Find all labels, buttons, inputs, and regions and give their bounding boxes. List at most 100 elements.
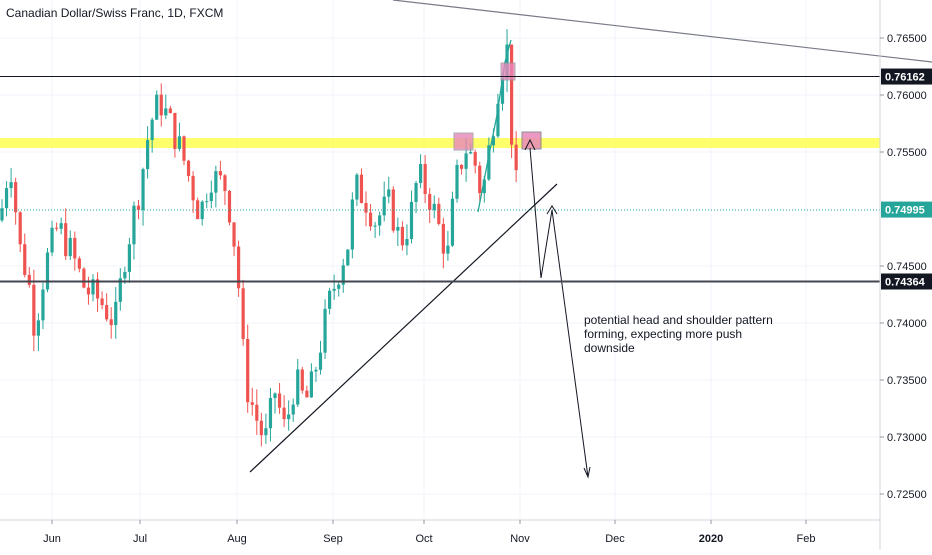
candle: [173, 112, 177, 158]
candle: [205, 193, 209, 209]
drawings: [0, 0, 932, 479]
price-tick-label: 0.74000: [887, 318, 927, 330]
candle: [259, 412, 263, 447]
candle-body: [150, 119, 154, 141]
candle: [487, 137, 491, 181]
candle: [405, 224, 409, 256]
candle: [241, 279, 245, 346]
annotation-line-3: downside: [584, 341, 635, 355]
candle: [9, 168, 13, 198]
candle-body: [455, 164, 459, 199]
candle: [214, 165, 218, 208]
candle-body: [23, 244, 27, 275]
candle-body: [141, 169, 145, 210]
candle-body: [241, 288, 245, 339]
candle-body: [441, 223, 445, 254]
candle: [68, 230, 72, 260]
candle-body: [514, 144, 518, 171]
candle: [291, 398, 295, 422]
candle-body: [396, 226, 400, 231]
candle: [127, 237, 131, 283]
price-axis[interactable]: 0.76500 0.76000 0.75500 0.74500 0.74000 0.735…: [879, 0, 932, 550]
candle-body: [218, 171, 222, 176]
price-label-text: 0.74364: [885, 277, 926, 289]
candle: [373, 221, 377, 239]
horizontal-lines: [0, 76, 880, 283]
candle-body: [378, 215, 382, 226]
candle-body: [27, 274, 31, 285]
price-label-badge: [881, 201, 932, 218]
price-tick-label: 0.73500: [887, 375, 927, 387]
time-axis[interactable]: Jun Jul Aug Sep Oct Nov Dec 2020 Feb: [0, 519, 880, 545]
price-label-text: 0.76162: [885, 72, 925, 84]
price-tick-label: 0.76500: [887, 33, 927, 45]
candle: [164, 94, 168, 120]
candle: [36, 313, 40, 351]
candle: [32, 269, 36, 352]
candle-body: [136, 205, 141, 210]
candle-body: [14, 182, 18, 213]
candle: [59, 217, 63, 235]
candle: [428, 187, 432, 224]
price-label-badge: [881, 68, 932, 85]
candle-body: [487, 145, 491, 180]
candle: [105, 293, 109, 322]
candle-body: [36, 320, 40, 336]
candle: [282, 395, 286, 428]
candle-body: [95, 279, 100, 299]
head-marker: [500, 62, 516, 81]
resistance-zone: [0, 138, 880, 148]
candle: [478, 161, 482, 202]
candle-body: [214, 171, 218, 193]
candle: [300, 366, 304, 394]
symbol-title[interactable]: Canadian Dollar/Swiss Franc, 1D, FXCM: [6, 6, 224, 20]
candle: [332, 274, 336, 300]
candle: [341, 258, 345, 293]
candle: [155, 90, 159, 121]
candle-body: [469, 152, 473, 154]
candle-body: [277, 393, 282, 408]
candle: [150, 117, 154, 153]
candle-body: [359, 174, 364, 204]
candle: [273, 392, 277, 414]
candle: [64, 208, 68, 260]
candle-body: [414, 182, 418, 202]
annotation-line-2: forming, expecting more push: [584, 327, 742, 341]
candle: [159, 83, 163, 127]
candle-body: [105, 305, 109, 320]
candle: [378, 211, 382, 236]
candle-body: [205, 201, 209, 203]
candle-body: [73, 237, 77, 259]
candle-body: [246, 338, 250, 403]
candle: [196, 197, 200, 220]
candle: [328, 287, 332, 315]
candle-body: [350, 199, 354, 250]
candle: [168, 105, 172, 114]
candle: [446, 230, 450, 261]
candle-body: [382, 196, 386, 216]
candle-body: [191, 175, 195, 201]
candle: [27, 267, 31, 288]
candle-body: [114, 301, 118, 326]
candle: [191, 171, 195, 213]
candle-body: [132, 205, 136, 245]
left-shoulder-marker: [453, 132, 474, 151]
candle-body: [250, 402, 254, 405]
candle-body: [55, 227, 59, 229]
time-tick-label: Nov: [510, 533, 530, 545]
candle-body: [182, 136, 186, 161]
candle: [114, 287, 118, 339]
candle-body: [0, 208, 4, 221]
price-label-badge: [881, 273, 932, 290]
candle: [23, 233, 27, 278]
arrow-up-icon: [524, 138, 536, 151]
candle: [346, 249, 350, 267]
candle-body: [168, 108, 172, 113]
candle: [200, 200, 204, 226]
candle-body: [368, 212, 373, 227]
candle: [459, 164, 464, 175]
candle-body: [323, 308, 327, 353]
candle-body: [196, 200, 200, 220]
